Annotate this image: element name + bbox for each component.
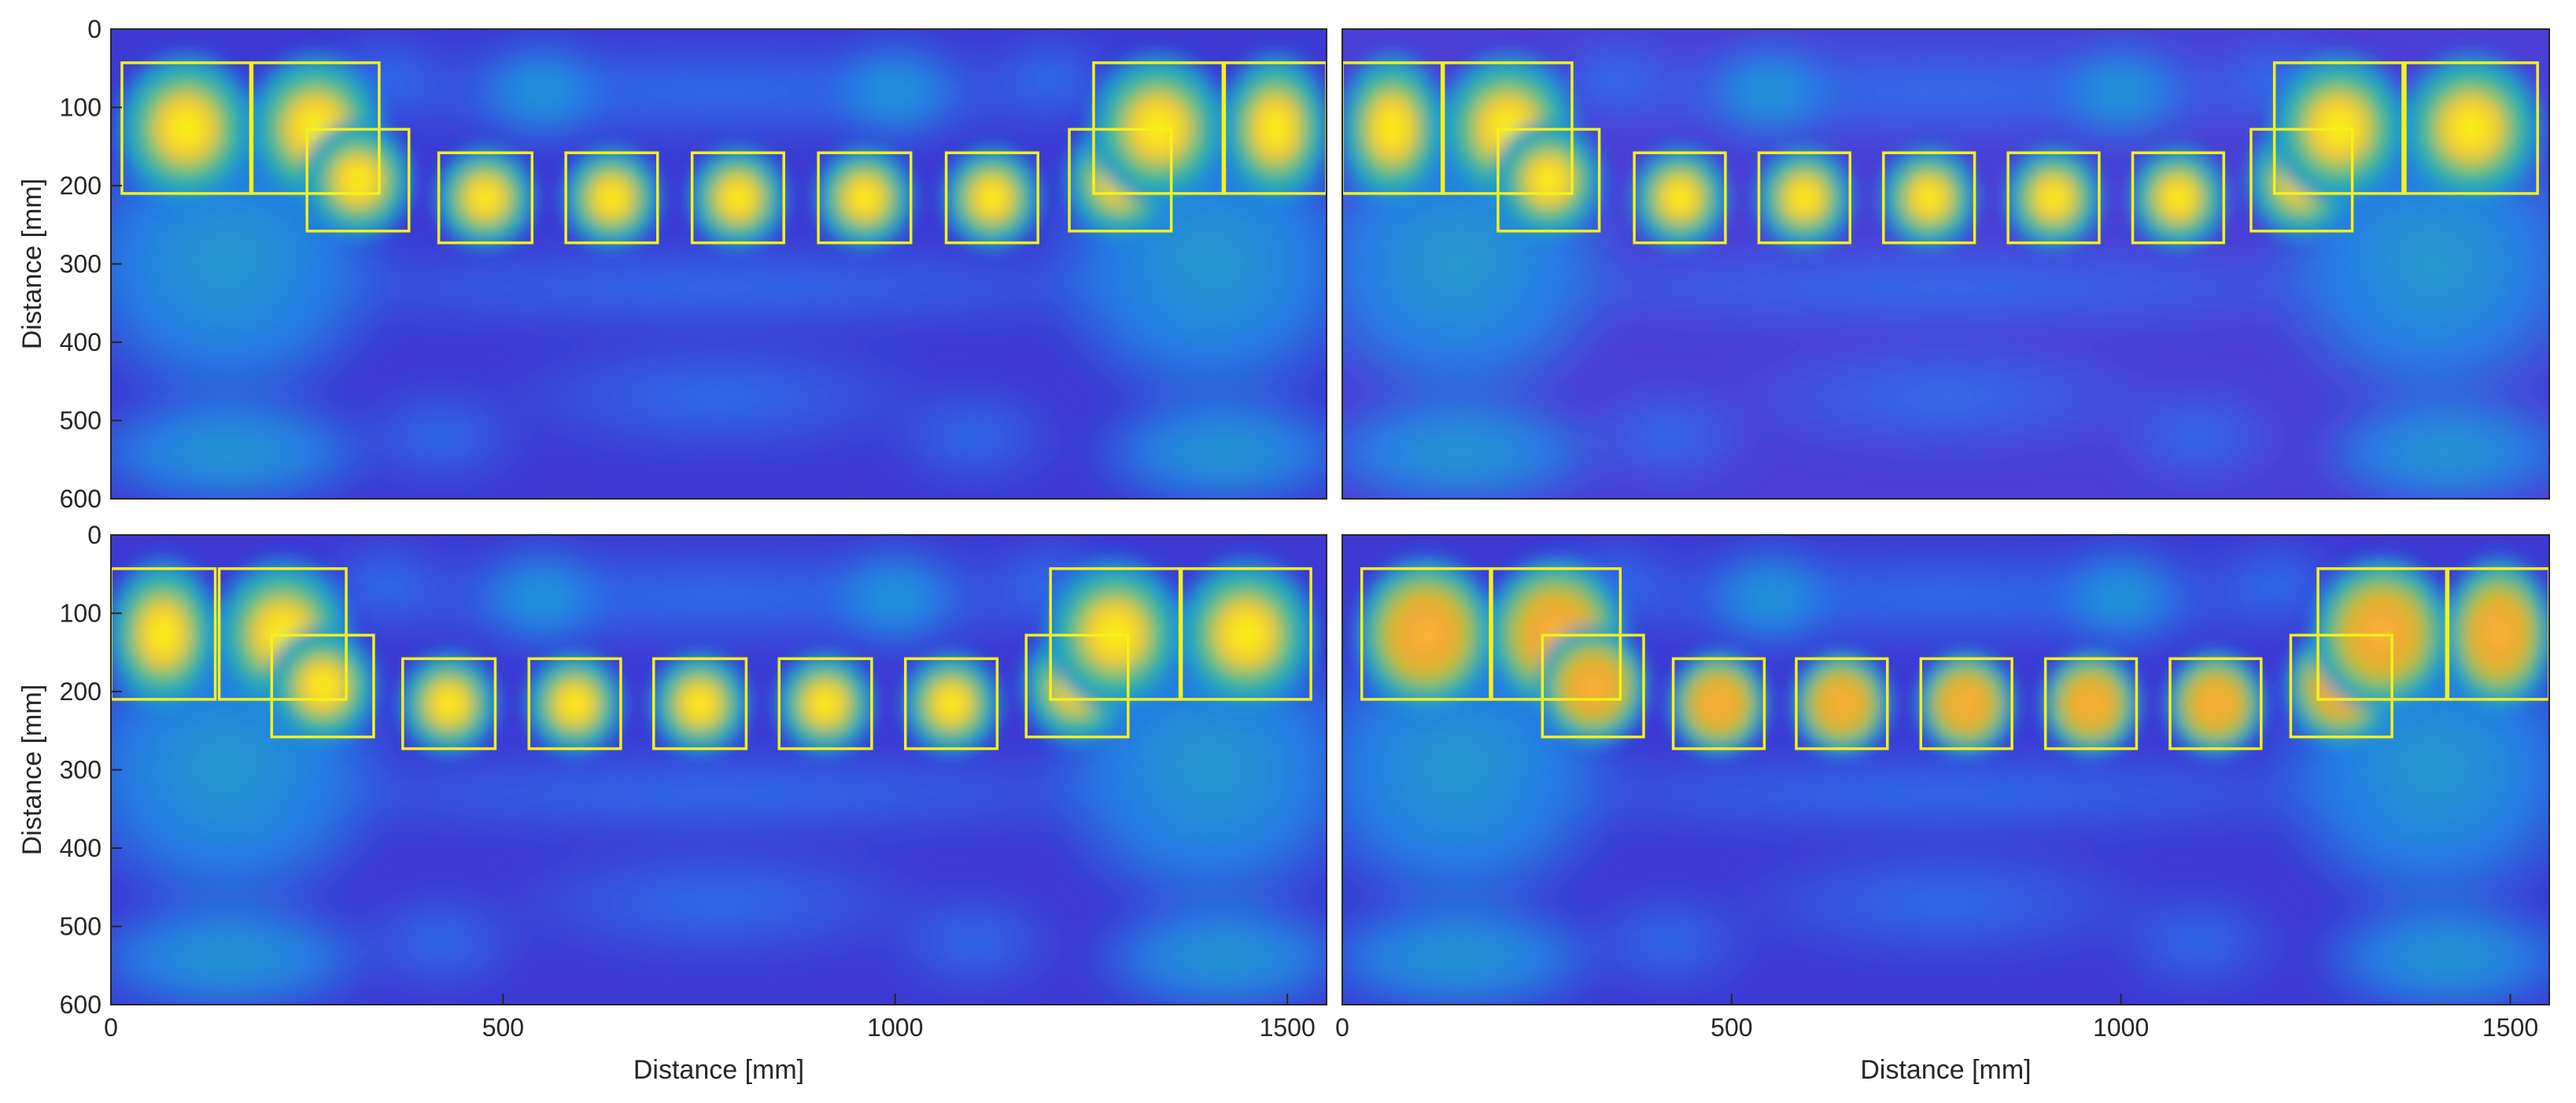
panels-layer: 0 100 200 300 400 500 600 Distance [mm] 0 100 200 3… — [17, 15, 2550, 1085]
x-axis-label: Distance [mm] — [633, 1055, 804, 1085]
detection-box-4 — [437, 151, 534, 245]
y-tick-label: 500 — [60, 913, 101, 941]
y-tick-label: 100 — [60, 94, 101, 122]
x-tick-label: 1500 — [2482, 1013, 2538, 1042]
detection-box-8 — [2168, 657, 2263, 751]
y-tick-label: 400 — [60, 328, 101, 356]
detection-box-5 — [1795, 657, 1889, 751]
detection-box-1 — [111, 567, 217, 701]
x-tick-label: 0 — [1335, 1013, 1349, 1042]
detection-box-3 — [1497, 127, 1601, 233]
detection-box-3 — [305, 127, 411, 233]
heatmap-field — [1342, 29, 2549, 499]
detection-box-1 — [1360, 567, 1492, 701]
x-tick-label: 1000 — [867, 1013, 923, 1042]
detection-box-3 — [1541, 633, 1645, 739]
detection-box-7 — [817, 151, 913, 245]
axes-frame — [1342, 534, 2550, 1005]
detection-box-9 — [2289, 633, 2393, 739]
detection-box-11 — [2404, 61, 2539, 195]
detection-box-6 — [652, 657, 748, 751]
y-tick-label: 600 — [60, 990, 101, 1019]
detection-box-7 — [2006, 151, 2101, 245]
detection-box-6 — [1882, 151, 1976, 245]
x-tick-label: 0 — [104, 1013, 118, 1042]
heatmap-soft-field — [111, 535, 1327, 1005]
detection-box-10 — [2272, 61, 2404, 195]
heatmap-field — [111, 29, 1327, 499]
detection-box-4 — [1671, 657, 1766, 751]
detection-box-8 — [903, 657, 999, 751]
panel-top-right — [1342, 28, 2550, 500]
y-tick-label: 0 — [87, 15, 101, 43]
detection-box-10 — [1049, 567, 1182, 701]
heatmap-field — [111, 535, 1327, 1005]
x-tick-label: 500 — [482, 1013, 524, 1042]
detection-box-10 — [1092, 61, 1225, 195]
x-tick-label: 1500 — [1260, 1013, 1316, 1042]
detection-box-8 — [944, 151, 1039, 245]
detection-box-1 — [120, 61, 253, 195]
y-tick-label: 100 — [60, 599, 101, 628]
detection-box-8 — [2131, 151, 2226, 245]
detection-box-9 — [1024, 633, 1130, 739]
panel-bottom-right: 0 500 1000 1500 Distance [mm] — [1335, 534, 2550, 1085]
y-tick-label: 500 — [60, 407, 101, 435]
detection-box-5 — [564, 151, 659, 245]
detection-box-7 — [2043, 657, 2139, 751]
detection-box-5 — [527, 657, 622, 751]
detection-box-7 — [777, 657, 873, 751]
heatmap-field — [1342, 535, 2549, 1005]
panel-top-left: 0 100 200 300 400 500 600 Distance [mm] — [17, 15, 1327, 513]
detection-box-3 — [270, 633, 375, 739]
y-axis-label: Distance [mm] — [17, 179, 47, 349]
y-tick-label: 600 — [60, 485, 101, 513]
detection-box-9 — [1068, 127, 1173, 233]
y-tick-label: 300 — [60, 250, 101, 279]
detection-box-5 — [1757, 151, 1852, 245]
y-tick-label: 400 — [60, 834, 101, 862]
x-axis-label: Distance [mm] — [1860, 1055, 2031, 1085]
detection-box-6 — [690, 151, 785, 245]
y-tick-label: 200 — [60, 677, 101, 706]
heatmap-hot-spots — [1342, 46, 2548, 254]
x-tick-label: 500 — [1711, 1013, 1752, 1042]
y-tick-label: 200 — [60, 172, 101, 200]
detection-box-4 — [401, 657, 497, 751]
detection-box-4 — [1633, 151, 1727, 245]
detection-box-9 — [2249, 127, 2354, 233]
y-axis-label: Distance [mm] — [17, 684, 47, 855]
detection-box-11 — [2446, 567, 2549, 701]
detection-box-1 — [1342, 61, 1444, 195]
detection-box-10 — [2316, 567, 2449, 701]
y-tick-label: 300 — [60, 756, 101, 784]
y-tick-label: 0 — [87, 521, 101, 549]
axes-frame — [1342, 28, 2550, 500]
detection-box-6 — [1919, 657, 2013, 751]
x-tick-label: 1000 — [2093, 1013, 2149, 1042]
detection-box-11 — [1179, 567, 1312, 701]
